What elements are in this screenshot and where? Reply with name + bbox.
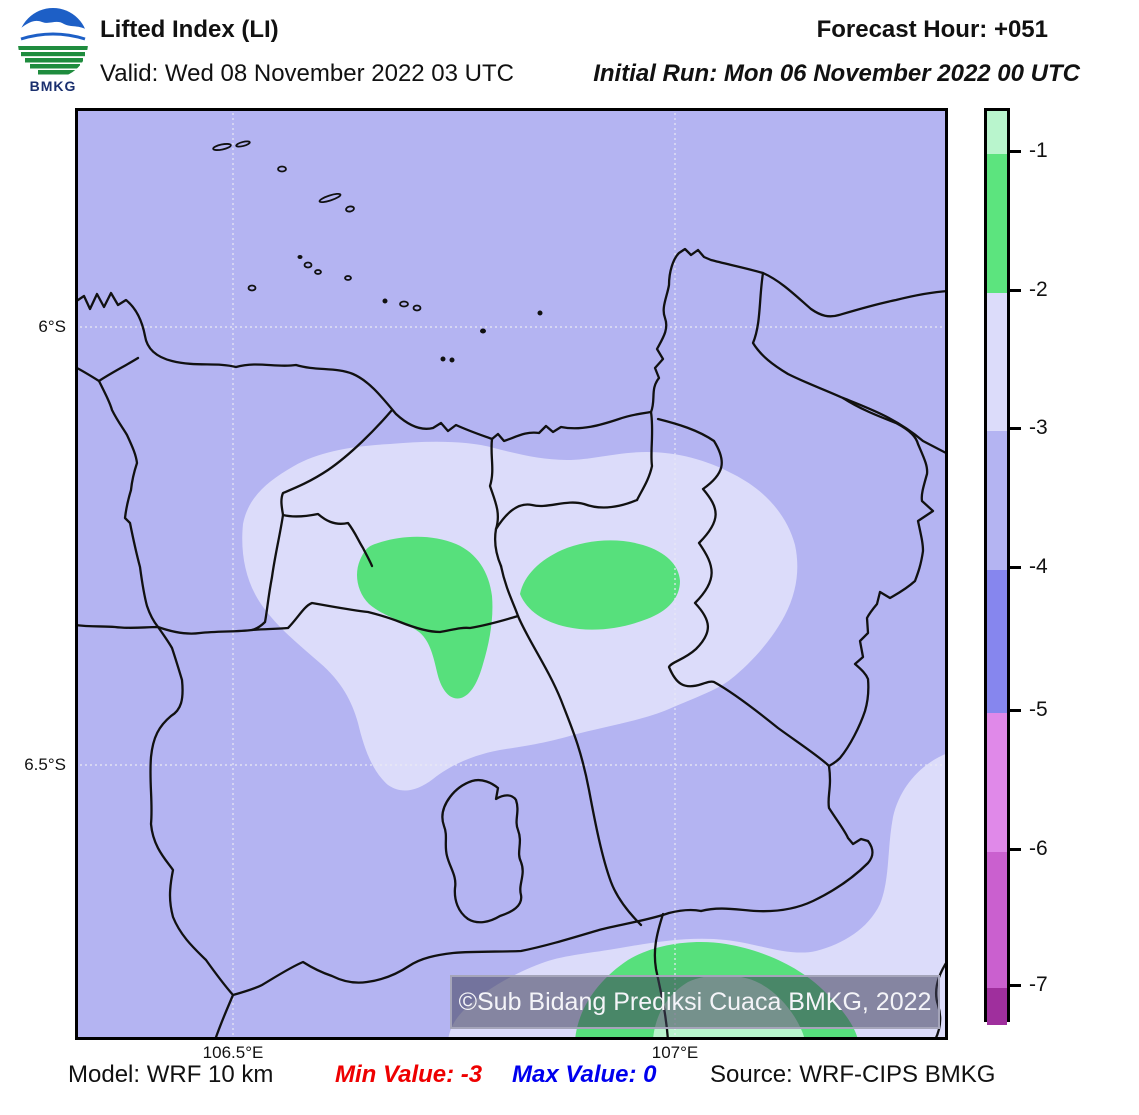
- colorbar-segment: [987, 293, 1007, 431]
- colorbar-segment: [987, 988, 1007, 1025]
- boundary-karawang-north: [751, 271, 948, 456]
- colorbar-tick-mark: [1010, 288, 1021, 292]
- small-island: [344, 275, 352, 281]
- colorbar-tick-mark: [1010, 847, 1021, 851]
- colorbar-segment: [987, 570, 1007, 713]
- small-island: [412, 304, 422, 312]
- map-frame: [75, 108, 948, 1040]
- small-island: [303, 261, 313, 269]
- small-island: [440, 356, 446, 362]
- footer-item: Min Value: -3: [335, 1061, 483, 1088]
- colorbar-segment: [987, 111, 1007, 154]
- footer-item: Source: WRF-CIPS BMKG: [710, 1061, 996, 1088]
- java-north-coastline: [75, 247, 948, 443]
- small-island: [537, 310, 543, 316]
- bmkg-logo-icon: [18, 8, 88, 78]
- forecast-hour-label: Forecast Hour: +051: [816, 16, 1048, 43]
- footer-item: Max Value: 0: [512, 1061, 657, 1088]
- small-island: [212, 143, 232, 151]
- colorbar-tick-mark: [1010, 426, 1021, 430]
- boundary-tangerang-inner: [280, 408, 394, 568]
- small-island: [318, 192, 342, 204]
- colorbar-tick-label: -5: [1029, 698, 1048, 721]
- bmkg-logo-label: BMKG: [29, 78, 77, 94]
- boundary-enclave-outline: [441, 778, 524, 924]
- small-island: [297, 255, 303, 259]
- islands-group: [212, 140, 543, 363]
- copyright-watermark: ©Sub Bidang Prediksi Cuaca BMKG, 2022: [450, 975, 940, 1029]
- boundary-karawang-east: [827, 396, 935, 768]
- colorbar-segment: [987, 431, 1007, 570]
- graticule: [75, 108, 948, 1040]
- xtick-label: 106.5°E: [202, 1043, 264, 1062]
- fill-pale-central-blob: [242, 441, 798, 791]
- xtick-label: 107°E: [651, 1043, 699, 1062]
- colorbar: [984, 108, 1010, 1025]
- small-island: [480, 328, 486, 334]
- colorbar-tick-label: -1: [1029, 139, 1048, 162]
- colorbar-segment: [987, 154, 1007, 293]
- small-island: [345, 205, 355, 213]
- forecast-map: [75, 108, 948, 1040]
- footer-info-bar: Model: WRF 10 km Min Value: -3 Max Value: …: [0, 1061, 1139, 1095]
- boundary-jakarta-west: [488, 437, 503, 568]
- small-island: [314, 269, 322, 275]
- footer-item: Model: WRF 10 km: [68, 1061, 274, 1088]
- small-island: [235, 140, 251, 148]
- ytick-6s: 6°S: [38, 317, 66, 336]
- small-island: [277, 165, 287, 173]
- colorbar-segment: [987, 852, 1007, 988]
- page-title: Lifted Index (LI): [100, 16, 279, 43]
- boundary-lebak-branch: [250, 513, 285, 632]
- colorbar-tick-label: -4: [1029, 555, 1048, 578]
- boundary-jakarta-south: [494, 498, 639, 531]
- colorbar-segment: [987, 713, 1007, 852]
- small-island: [399, 300, 409, 308]
- fill-green-east-blob: [520, 540, 680, 630]
- colorbar-tick-mark: [1010, 983, 1021, 987]
- colorbar-tick-mark: [1010, 149, 1021, 153]
- colorbar-tick-label: -7: [1029, 973, 1048, 996]
- colorbar-tick-label: -6: [1029, 837, 1048, 860]
- ytick-6-5s: 6.5°S: [24, 755, 66, 774]
- small-island: [247, 284, 257, 292]
- small-island: [449, 357, 455, 363]
- fill-green-west-blob: [357, 536, 493, 699]
- boundary-south-diagonal: [213, 908, 703, 1040]
- small-island: [382, 298, 388, 304]
- fill-pale-southeast-region: [448, 753, 948, 1040]
- boundary-bekasi-east-chain: [656, 417, 874, 913]
- colorbar-tick-mark: [1010, 565, 1021, 569]
- boundary-bogor-north: [75, 601, 520, 635]
- boundary-jakarta-east: [635, 410, 654, 502]
- initial-run-label: Initial Run: Mon 06 November 2022 00 UTC: [593, 60, 1080, 87]
- colorbar-tick-label: -2: [1029, 278, 1048, 301]
- colorbar-tick-mark: [1010, 708, 1021, 712]
- valid-time-label: Valid: Wed 08 November 2022 03 UTC: [100, 60, 514, 87]
- colorbar-tick-label: -3: [1029, 416, 1048, 439]
